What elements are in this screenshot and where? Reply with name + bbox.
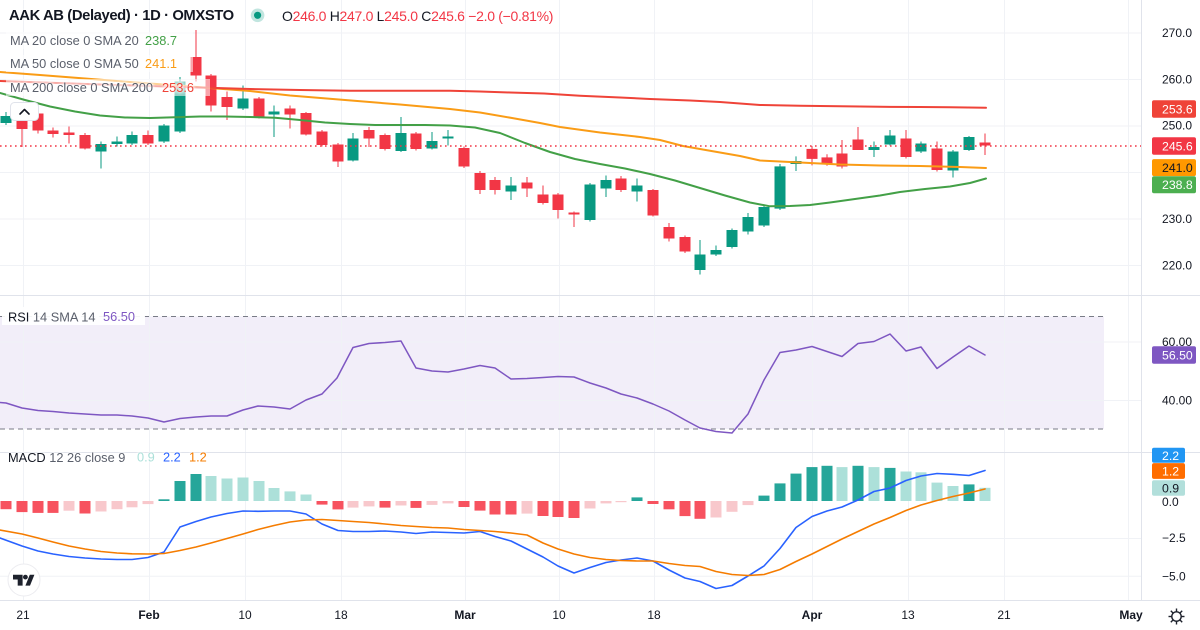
svg-text:253.6: 253.6	[1162, 103, 1193, 117]
svg-text:13: 13	[901, 608, 915, 622]
svg-text:AAK AB (Delayed) · 1D · OMXSTO: AAK AB (Delayed) · 1D · OMXSTO	[9, 8, 234, 24]
svg-text:Feb: Feb	[138, 608, 159, 622]
svg-text:May: May	[1119, 608, 1143, 622]
svg-text:2.2: 2.2	[1162, 449, 1179, 463]
svg-text:21: 21	[16, 608, 30, 622]
svg-text:10: 10	[552, 608, 566, 622]
svg-text:241.0: 241.0	[1162, 161, 1193, 175]
svg-text:MA 50 close 0 SMA 50: MA 50 close 0 SMA 50	[10, 56, 139, 71]
svg-text:10: 10	[238, 608, 252, 622]
svg-text:RSI 14 SMA 14: RSI 14 SMA 14	[8, 309, 96, 324]
svg-text:MA 20 close 0 SMA 20: MA 20 close 0 SMA 20	[10, 33, 139, 48]
svg-text:MACD 12 26 close 9: MACD 12 26 close 9	[8, 450, 125, 465]
svg-text:0.9: 0.9	[137, 450, 155, 465]
svg-text:1.2: 1.2	[1162, 465, 1179, 479]
svg-text:0.0: 0.0	[1162, 495, 1179, 509]
svg-text:O246.0 H247.0 L245.0 C245.6 −2: O246.0 H247.0 L245.0 C245.6 −2.0 (−0.81%…	[282, 8, 553, 24]
svg-text:56.50: 56.50	[1162, 349, 1193, 363]
svg-text:241.1: 241.1	[145, 56, 177, 71]
svg-text:18: 18	[647, 608, 661, 622]
svg-text:MA 200 close 0 SMA 200: MA 200 close 0 SMA 200	[10, 80, 153, 95]
svg-text:220.0: 220.0	[1162, 259, 1192, 273]
svg-text:238.7: 238.7	[145, 33, 177, 48]
svg-text:270.0: 270.0	[1162, 26, 1192, 40]
svg-text:56.50: 56.50	[103, 309, 135, 324]
svg-text:260.0: 260.0	[1162, 73, 1192, 87]
svg-text:21: 21	[997, 608, 1011, 622]
svg-text:18: 18	[334, 608, 348, 622]
svg-text:238.8: 238.8	[1162, 178, 1193, 192]
svg-text:250.0: 250.0	[1162, 119, 1192, 133]
svg-text:−5.0: −5.0	[1162, 569, 1186, 583]
svg-text:−2.5: −2.5	[1162, 531, 1186, 545]
svg-text:1.2: 1.2	[189, 450, 207, 465]
svg-text:Mar: Mar	[454, 608, 476, 622]
svg-text:0.9: 0.9	[1162, 482, 1179, 496]
svg-text:253.6: 253.6	[162, 80, 194, 95]
svg-text:40.00: 40.00	[1162, 394, 1192, 408]
svg-text:2.2: 2.2	[163, 450, 181, 465]
svg-text:Apr: Apr	[802, 608, 823, 622]
svg-text:60.00: 60.00	[1162, 335, 1192, 349]
svg-text:245.6: 245.6	[1162, 140, 1193, 154]
svg-text:230.0: 230.0	[1162, 212, 1192, 226]
